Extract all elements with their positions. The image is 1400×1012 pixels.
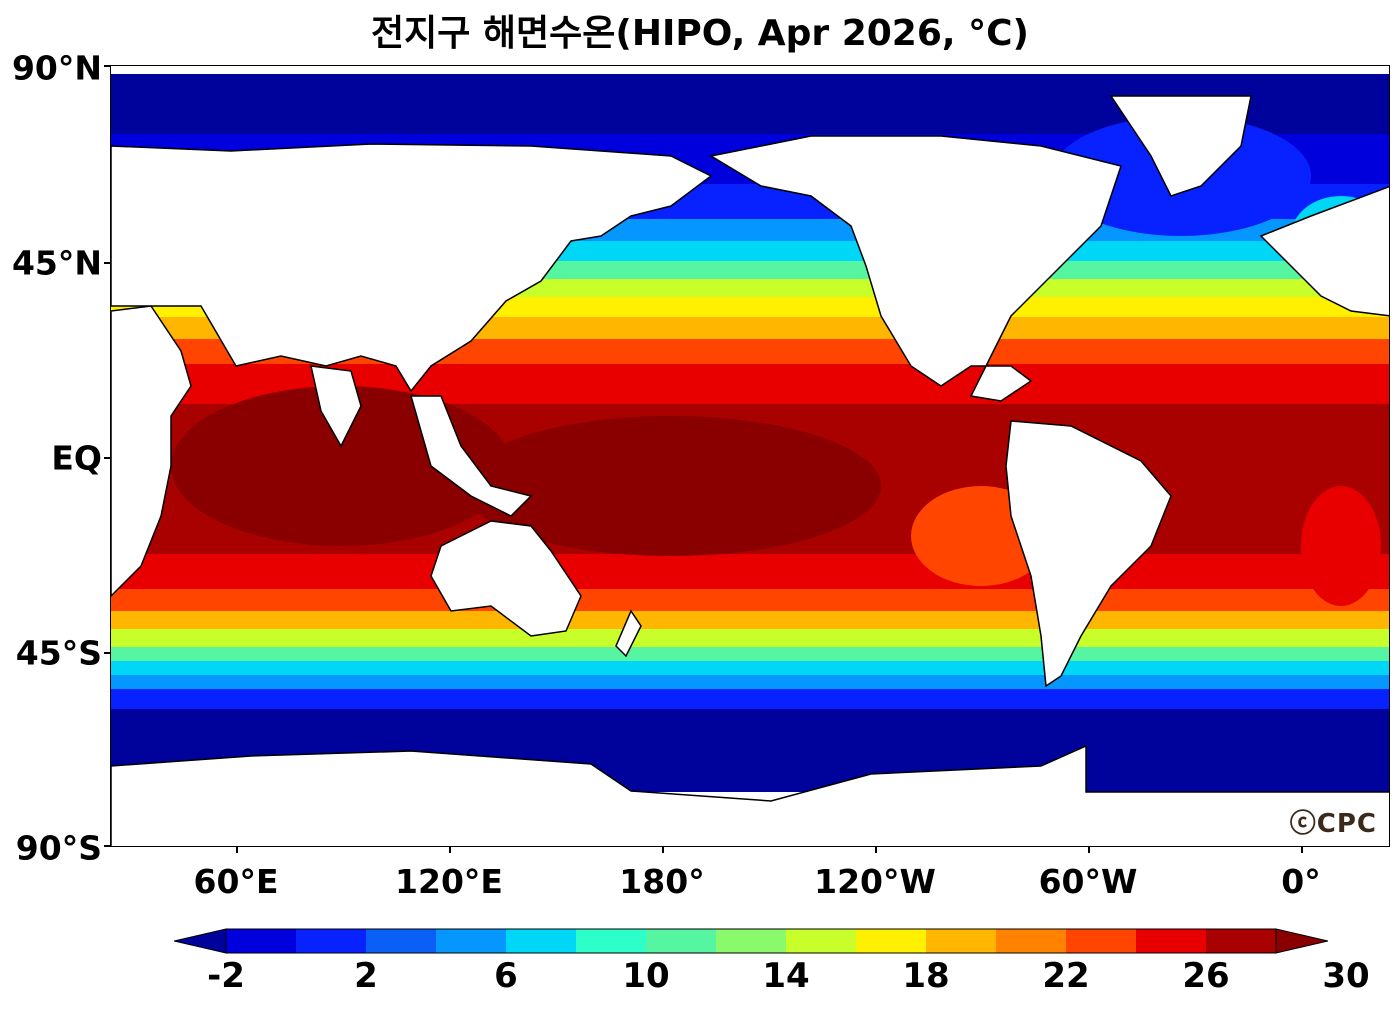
lat-label: 45°S <box>15 633 102 673</box>
sst-band <box>111 629 1389 647</box>
colorbar-segment <box>856 929 927 953</box>
lat-label: EQ <box>51 438 102 478</box>
lat-tick <box>104 457 110 459</box>
lon-label: 60°W <box>1038 862 1138 901</box>
colorbar-tick-label: 30 <box>1322 956 1370 996</box>
colorbar-segment <box>1206 929 1277 953</box>
colorbar-outline <box>225 928 1277 954</box>
colorbar-segment <box>926 929 997 953</box>
colorbar-extend-high <box>1275 928 1328 954</box>
lon-tick <box>1301 847 1303 853</box>
sst-band <box>111 554 1389 589</box>
lon-label: 180° <box>619 862 705 901</box>
lon-tick <box>875 847 877 853</box>
colorbar-segment <box>1136 929 1207 953</box>
colorbar-segment <box>296 929 367 953</box>
lat-tick <box>104 65 110 67</box>
australia-land <box>430 520 582 637</box>
greenland-land <box>1109 95 1252 197</box>
colorbar-tick-label: 10 <box>622 956 670 996</box>
sst-band <box>111 661 1389 675</box>
colorbar-segment <box>996 929 1067 953</box>
colorbar-segment <box>646 929 717 953</box>
cpc-credit: ⓒCPC <box>1289 809 1377 839</box>
colorbar-tick-label: 22 <box>1042 956 1090 996</box>
lon-tick <box>662 847 664 853</box>
colorbar-segment <box>1066 929 1137 953</box>
colorbar-segment <box>716 929 787 953</box>
sst-band <box>111 675 1389 689</box>
lat-label: 90°S <box>15 828 102 868</box>
colorbar-segment <box>576 929 647 953</box>
lon-tick <box>449 847 451 853</box>
land-mask <box>111 95 1389 846</box>
lat-tick <box>104 845 110 847</box>
colorbar-segment <box>436 929 507 953</box>
lon-label: 0° <box>1281 862 1321 901</box>
sst-band <box>111 611 1389 629</box>
colorbar-tick-label: 6 <box>494 956 518 996</box>
lat-label: 90°N <box>11 48 102 88</box>
colorbar-extend-low <box>174 928 227 954</box>
lon-tick <box>236 847 238 853</box>
colorbar-segment <box>506 929 577 953</box>
colorbar-tick-label: 18 <box>902 956 950 996</box>
colorbar-tick-label: 2 <box>354 956 378 996</box>
colorbar-segment <box>786 929 857 953</box>
colorbar-tick-label: 26 <box>1182 956 1230 996</box>
lon-label: 120°E <box>395 862 503 901</box>
colorbar-tick-label: 14 <box>762 956 810 996</box>
sst-band <box>111 647 1389 661</box>
lat-tick <box>104 652 110 654</box>
antarctica-land <box>111 744 1389 846</box>
map-title: 전지구 해면수온(HIPO, Apr 2026, °C) <box>371 13 1029 54</box>
south-america-land <box>1005 420 1172 688</box>
atlantic-cool-east <box>1301 486 1381 606</box>
eurasia-land <box>111 143 713 393</box>
colorbar-segment <box>226 929 297 953</box>
pacific-warm-pool <box>461 416 881 556</box>
lat-label: 45°N <box>11 243 102 283</box>
new-zealand-land <box>615 609 642 658</box>
colorbar-segment <box>366 929 437 953</box>
sst-field <box>111 74 1389 846</box>
lon-label: 120°W <box>814 862 936 901</box>
africa-land <box>111 305 192 598</box>
europe-land <box>1259 185 1389 317</box>
sst-band <box>111 589 1389 611</box>
lat-tick <box>104 262 110 264</box>
colorbar <box>174 928 1328 954</box>
india-land <box>310 365 362 448</box>
sst-map: ⓒCPC <box>110 65 1390 847</box>
lon-label: 60°E <box>193 862 279 901</box>
se-asia-land <box>410 395 533 517</box>
colorbar-tick-label: -2 <box>207 956 245 996</box>
lon-tick <box>1088 847 1090 853</box>
north-america-land <box>708 135 1122 402</box>
sst-band <box>111 689 1389 709</box>
